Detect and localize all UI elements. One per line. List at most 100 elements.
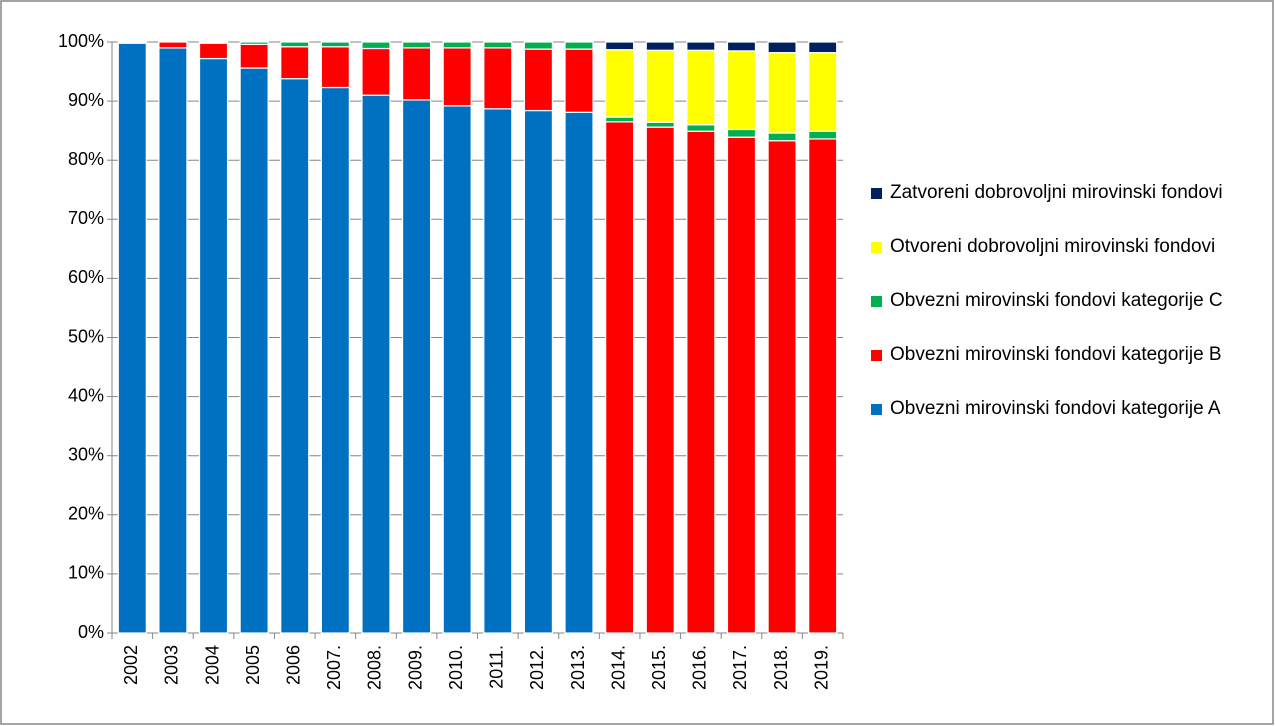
y-tick-label: 40%: [68, 385, 104, 405]
x-tick-label: 2005: [243, 645, 263, 685]
bar-segment: [361, 94, 391, 634]
bar-segment: [401, 47, 432, 101]
bar-segment: [645, 49, 675, 123]
bar-segment: [483, 41, 513, 49]
x-tick-label: 2011.: [487, 645, 507, 689]
bar-segment: [158, 41, 188, 49]
bar-segment: [564, 48, 594, 113]
bar-segment: [605, 49, 635, 118]
bar-segment: [808, 41, 838, 54]
y-tick-label: 20%: [68, 504, 104, 524]
bar-segment: [117, 41, 147, 44]
bar-segment: [767, 52, 797, 134]
y-tick-label: 30%: [68, 444, 104, 464]
bar-segment: [523, 48, 554, 112]
bar-segment: [767, 140, 797, 634]
x-tick-label: 2003: [162, 645, 182, 685]
bar-segment: [645, 41, 675, 51]
bar-segment: [158, 47, 188, 634]
bar-segment: [239, 43, 269, 69]
x-tick-label: 2012.: [527, 645, 547, 690]
bar-segment: [726, 128, 757, 138]
legend-label: Obvezni mirovinski fondovi kategorije A: [890, 398, 1221, 419]
bar-segment: [442, 47, 472, 107]
bar-segment: [686, 124, 716, 132]
bar-segment: [767, 41, 797, 54]
y-tick-label: 80%: [68, 149, 104, 169]
legend-label: Zatvoreni dobrovoljni mirovinski fondovi: [890, 182, 1223, 203]
bar-segment: [645, 126, 675, 634]
legend-item: Obvezni mirovinski fondovi kategorije C: [868, 284, 1258, 318]
bar-segment: [726, 41, 757, 52]
bar-segment: [605, 116, 635, 123]
bar-segment: [645, 121, 675, 128]
y-tick-label: 70%: [68, 208, 104, 228]
x-tick-label: 2008.: [365, 645, 385, 690]
x-tick-label: 2010.: [446, 645, 466, 690]
legend: Zatvoreni dobrovoljni mirovinski fondovi…: [868, 176, 1258, 446]
y-tick-label: 60%: [68, 267, 104, 287]
bar-segment: [280, 46, 310, 80]
x-tick-label: 2007.: [324, 645, 344, 690]
legend-swatch: [871, 296, 882, 307]
bar-segment: [198, 41, 229, 44]
legend-item: Zatvoreni dobrovoljni mirovinski fondovi: [868, 176, 1258, 210]
x-tick-label: 2014.: [608, 645, 628, 690]
x-tick-label: 2013.: [568, 645, 588, 690]
bar-segment: [686, 130, 716, 634]
bar-segment: [320, 46, 350, 89]
bar-segment: [605, 41, 635, 51]
y-tick-label: 0%: [78, 622, 104, 642]
legend-label: Obvezni mirovinski fondovi kategorije B: [890, 344, 1222, 365]
x-tick-label: 2006: [284, 645, 304, 685]
x-tick-label: 2017.: [730, 645, 750, 690]
bar-segment: [686, 49, 716, 126]
y-tick-label: 50%: [68, 326, 104, 346]
bar-segment: [320, 86, 350, 634]
bar-segment: [442, 41, 472, 49]
bar-segment: [361, 47, 391, 96]
bar-segment: [280, 78, 310, 634]
x-tick-label: 2004: [202, 645, 222, 685]
bar-segment: [198, 42, 229, 60]
bar-segment: [483, 108, 513, 634]
y-tick-label: 90%: [68, 90, 104, 110]
bar-segment: [605, 121, 635, 634]
x-tick-label: 2015.: [649, 645, 669, 690]
bar-segment: [361, 41, 391, 50]
x-tick-label: 2016.: [690, 645, 710, 690]
x-tick-label: 2002: [121, 645, 141, 685]
legend-label: Otvoreni dobrovoljni mirovinski fondovi: [890, 236, 1216, 257]
bar-segment: [280, 41, 310, 48]
bar-segment: [320, 41, 350, 48]
legend-label: Obvezni mirovinski fondovi kategorije C: [890, 290, 1223, 311]
bar-segment: [726, 50, 757, 131]
bar-segment: [523, 109, 554, 634]
legend-item: Otvoreni dobrovoljni mirovinski fondovi: [868, 230, 1258, 264]
bar-segment: [564, 41, 594, 50]
bar-segment: [523, 41, 554, 50]
legend-swatch: [871, 242, 882, 253]
legend-swatch: [871, 404, 882, 415]
bar-segment: [198, 57, 229, 634]
bar-segment: [767, 132, 797, 142]
bar-segment: [401, 99, 432, 634]
bar-segment: [117, 42, 147, 634]
bar-segment: [808, 138, 838, 634]
bar-segment: [483, 47, 513, 110]
bar-segment: [808, 130, 838, 140]
bar-segment: [808, 52, 838, 132]
y-tick-label: 10%: [68, 563, 104, 583]
x-tick-label: 2019.: [811, 645, 831, 690]
x-tick-label: 2018.: [771, 645, 791, 690]
legend-swatch: [871, 350, 882, 361]
bar-segment: [239, 67, 269, 634]
legend-item: Obvezni mirovinski fondovi kategorije B: [868, 338, 1258, 372]
bar-segment: [239, 41, 269, 45]
bar-segment: [686, 41, 716, 51]
legend-swatch: [871, 188, 882, 199]
y-tick-label: 100%: [58, 31, 104, 51]
bar-segment: [726, 136, 757, 634]
